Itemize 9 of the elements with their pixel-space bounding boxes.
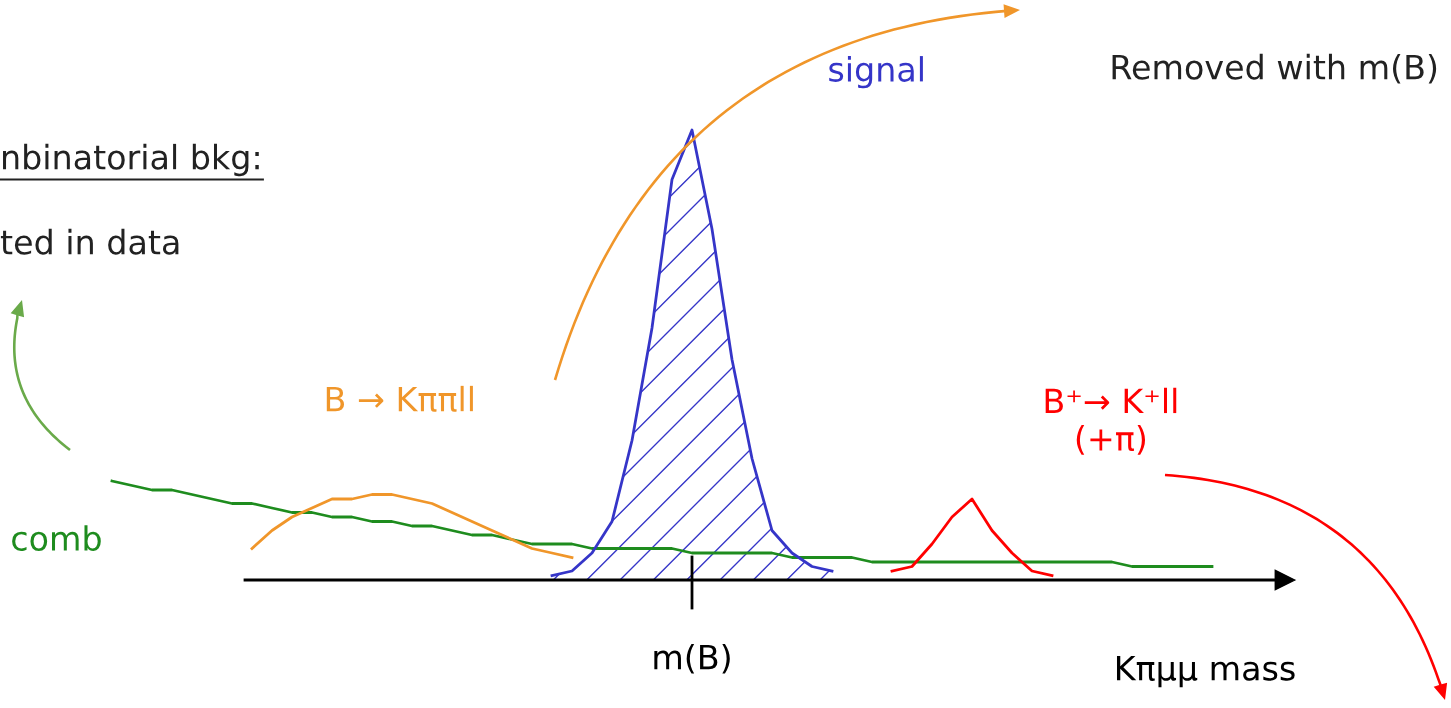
text: B⁺→ K⁺ll (+π) (1045, 387, 1177, 455)
text: Removed with m(B) (1112, 53, 1437, 84)
annotation: nbinatorial bkg: (3, 143, 259, 177)
text: signal (829, 56, 923, 89)
text: B → Kππll (326, 385, 473, 412)
series-label: comb (12, 525, 101, 551)
text: m(B) (654, 643, 730, 674)
annotation: ted in data (0, 228, 179, 255)
x-axis-title: Kπμμ mass (1116, 656, 1295, 688)
